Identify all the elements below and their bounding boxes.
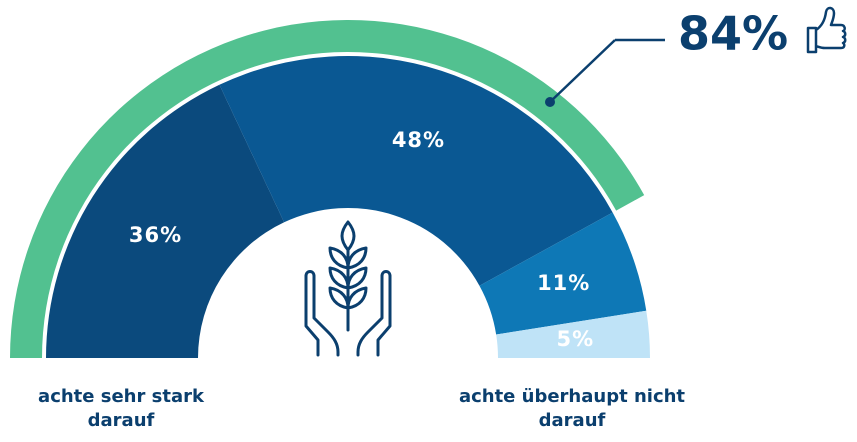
value-label: 36% [129,223,182,247]
value-label: 48% [392,128,445,152]
thumbs-up-icon [806,6,847,54]
segment [46,84,285,358]
segment [219,56,613,286]
pointer-dot [545,97,555,107]
segment [479,212,647,335]
highlight-label: 84% [678,7,788,61]
highlight-arc [10,19,645,359]
wheat-hands-icon [304,220,392,357]
pointer [545,38,665,107]
segment [496,310,650,358]
pointer-line [549,39,616,103]
value-label: 11% [537,271,590,295]
end-label: achte überhaupt nicht darauf [458,386,686,431]
value-label: 5% [556,327,594,351]
end-label: achte sehr stark darauf [38,386,204,431]
